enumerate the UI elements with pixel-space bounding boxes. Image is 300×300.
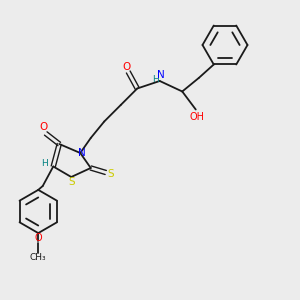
Text: OH: OH	[190, 112, 205, 122]
Text: O: O	[123, 61, 131, 72]
Text: H: H	[41, 159, 48, 168]
Text: CH₃: CH₃	[30, 253, 46, 262]
Text: O: O	[34, 233, 42, 244]
Text: O: O	[39, 122, 47, 133]
Text: N: N	[158, 70, 165, 80]
Text: S: S	[68, 177, 75, 188]
Text: H: H	[152, 75, 159, 84]
Text: S: S	[108, 169, 115, 179]
Text: N: N	[78, 148, 85, 158]
